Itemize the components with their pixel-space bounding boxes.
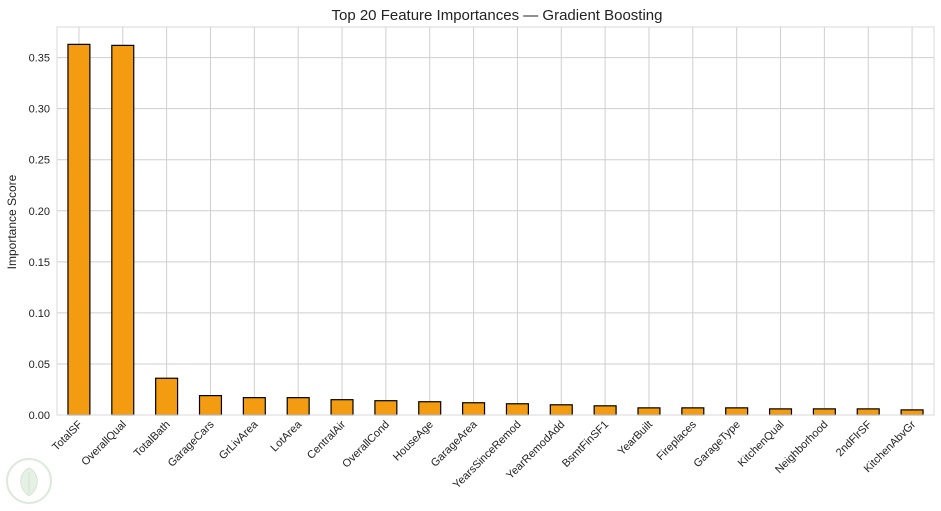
- x-tick-label: BsmtFinSF1: [560, 419, 611, 470]
- x-tick-label: GarageCars: [166, 418, 217, 469]
- bars: [67, 43, 924, 416]
- bar-LotArea: [286, 397, 310, 416]
- bar-YearBuilt: [637, 407, 661, 416]
- x-tick-label: CentralAir: [305, 418, 348, 461]
- x-tick-label: TotalSF: [50, 418, 85, 453]
- y-tick-label: 0.20: [29, 206, 50, 218]
- chart-title: Top 20 Feature Importances — Gradient Bo…: [331, 7, 662, 24]
- bar-2ndFlrSF: [856, 408, 880, 416]
- grid-lines: [57, 27, 934, 416]
- bar-YearRemodAdd: [549, 404, 573, 416]
- bar-GrLivArea: [242, 397, 266, 416]
- x-tick-label: GrLivArea: [217, 418, 261, 462]
- y-axis-label: Importance Score: [5, 174, 19, 269]
- bar-KitchenQual: [768, 408, 793, 416]
- y-tick-label: 0.05: [29, 359, 50, 371]
- y-tick-label: 0.10: [29, 308, 50, 320]
- bar-BsmtFinSF1: [593, 405, 617, 416]
- bar-YearsSinceRemod: [505, 403, 529, 416]
- y-tick-label: 0.15: [29, 257, 50, 269]
- x-tick-label: YearBuilt: [616, 419, 655, 458]
- bar-CentralAir: [330, 399, 354, 416]
- bar-OverallCond: [374, 400, 398, 416]
- bar-GarageCars: [198, 395, 223, 416]
- x-tick-label: LotArea: [269, 418, 305, 454]
- y-tick-label: 0.35: [29, 53, 50, 65]
- x-tick-label: Fireplaces: [655, 418, 700, 463]
- x-tick-label: OverallQual: [79, 419, 129, 469]
- bar-Neighborhood: [812, 408, 836, 416]
- bar-GarageArea: [462, 402, 486, 416]
- x-tick-label: TotalBath: [132, 419, 173, 460]
- y-tick-label: 0.25: [29, 155, 50, 167]
- bar-TotalSF: [67, 43, 91, 416]
- bar-GarageType: [725, 407, 749, 416]
- y-tick-labels: 0.00 0.05 0.10 0.15 0.20 0.25 0.30 0.35: [29, 53, 50, 422]
- bar-TotalBath: [155, 377, 179, 416]
- bar-Fireplaces: [681, 407, 705, 416]
- y-tick-label: 0.00: [29, 410, 50, 422]
- bar-HouseAge: [418, 401, 442, 416]
- watermark-logo-icon: [6, 458, 52, 504]
- bar-KitchenAbvGr: [900, 409, 924, 416]
- x-tick-label: HouseAge: [391, 419, 436, 464]
- x-tick-label: 2ndFlrSF: [834, 418, 875, 459]
- bar-OverallQual: [111, 44, 135, 416]
- y-tick-label: 0.30: [29, 104, 50, 116]
- x-tick-label: GarageType: [691, 419, 742, 470]
- x-tick-label: OverallCond: [340, 419, 392, 471]
- plot-frame: [56, 26, 935, 416]
